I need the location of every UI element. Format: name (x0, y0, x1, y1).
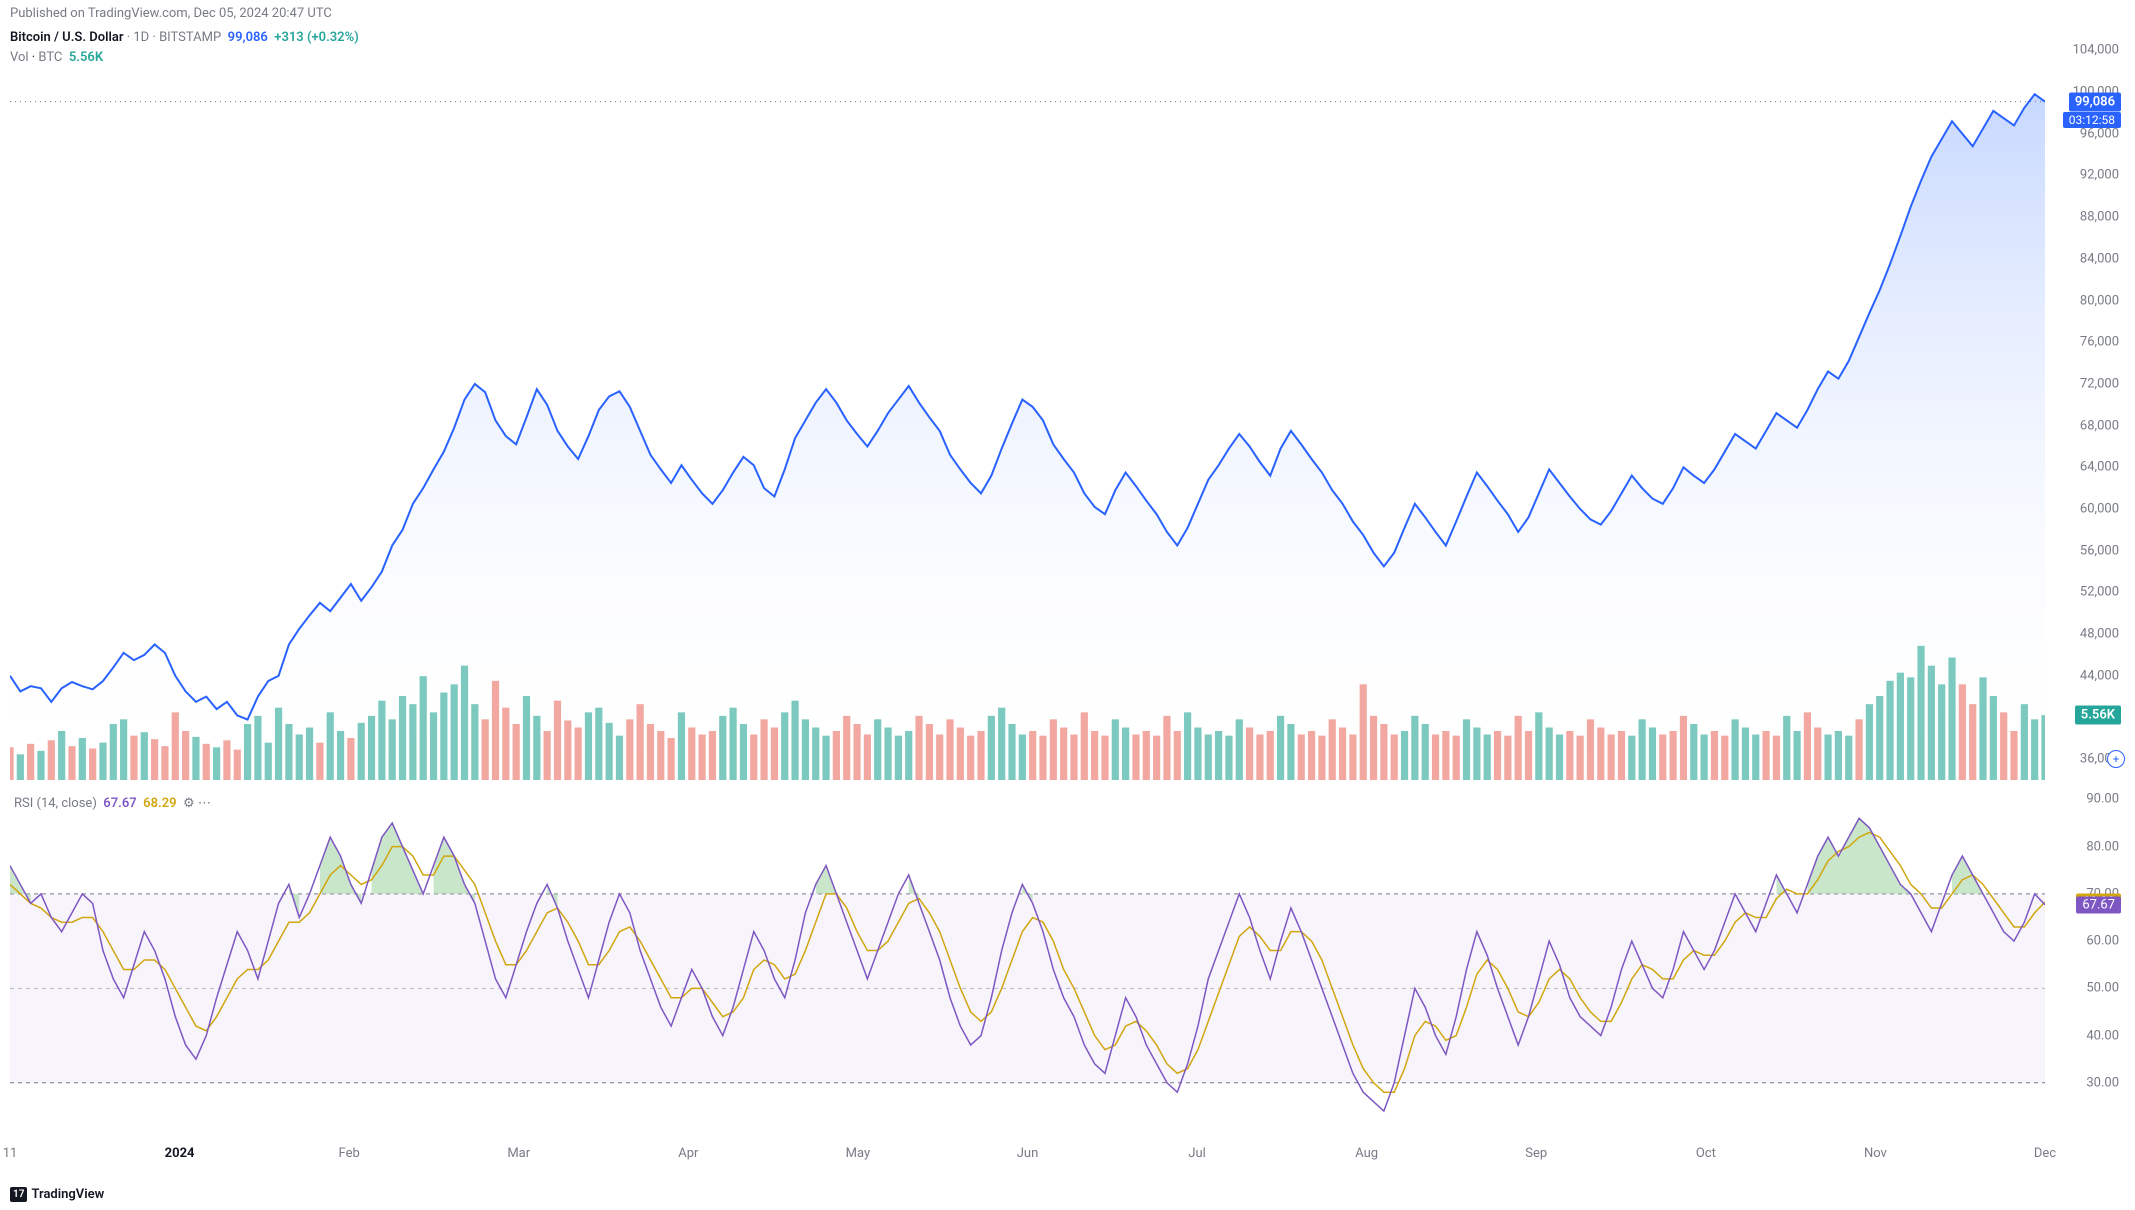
time-axis[interactable]: 112024FebMarAprMayJunJulAugSepOctNovDec (10, 1146, 2045, 1170)
rsi-chart[interactable] (10, 790, 2045, 1130)
publish-text: Published on TradingView.com, Dec 05, 20… (10, 6, 332, 21)
add-indicator-icon[interactable]: + (2107, 750, 2125, 768)
price-axis[interactable]: 36,00040,00044,00048,00052,00056,00060,0… (2050, 40, 2125, 780)
price-chart[interactable] (10, 40, 2045, 780)
rsi-axis[interactable]: 30.0040.0050.0060.0070.0080.0090.0068.29… (2050, 790, 2125, 1130)
tradingview-logo[interactable]: 17 TradingView (10, 1187, 104, 1202)
